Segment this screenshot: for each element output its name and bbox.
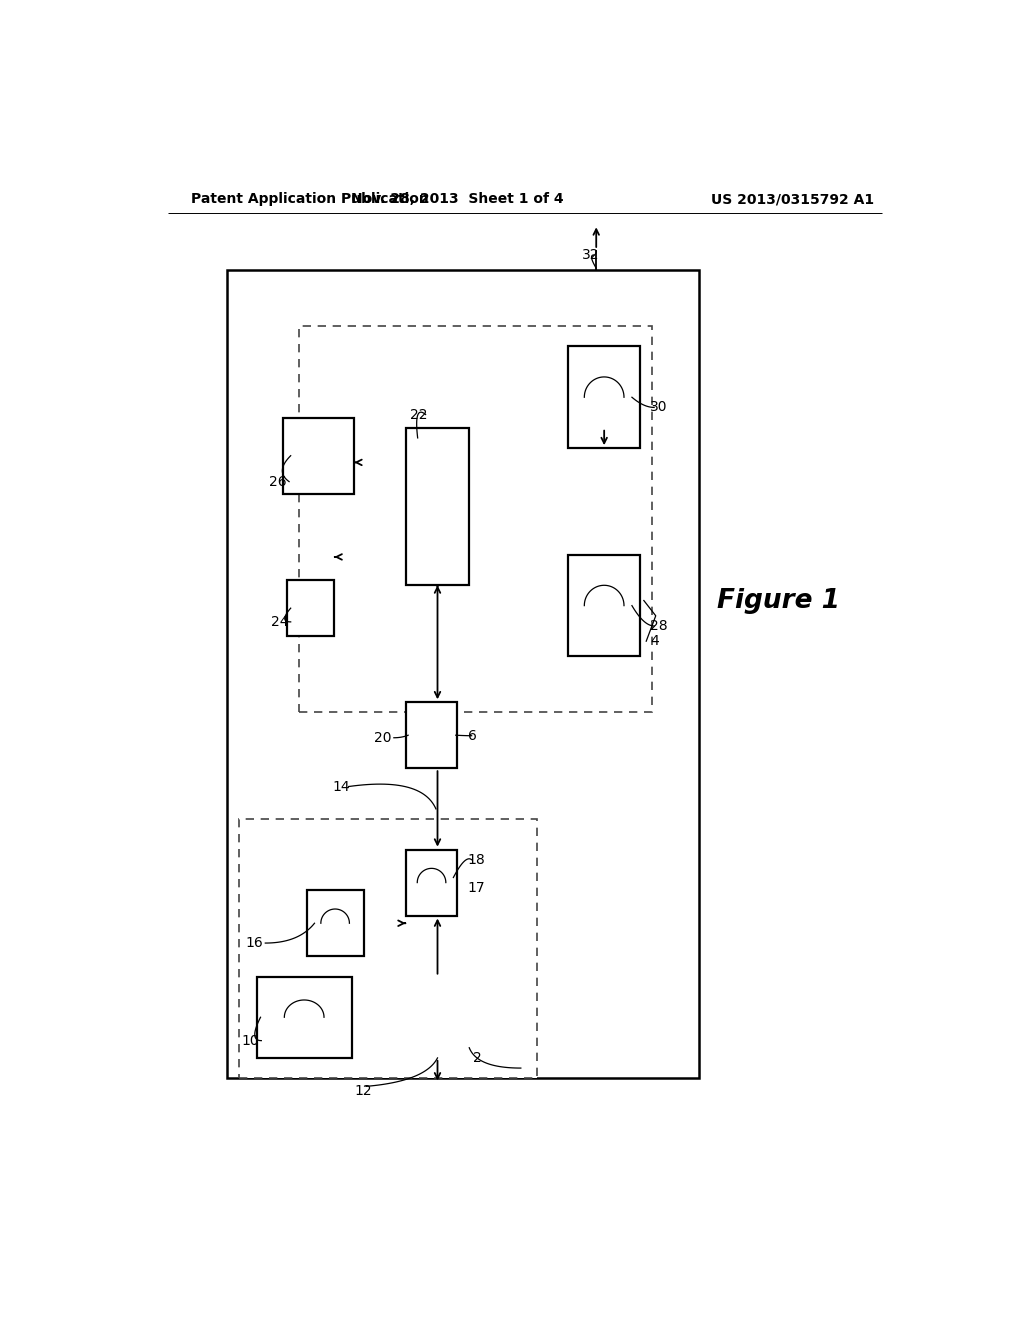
Text: 2: 2 [473, 1051, 482, 1065]
Text: 30: 30 [650, 400, 668, 414]
Bar [406, 850, 458, 916]
Text: 6: 6 [468, 729, 476, 743]
Text: 32: 32 [582, 248, 599, 261]
Bar [257, 977, 352, 1057]
Bar [406, 702, 458, 768]
Text: 22: 22 [410, 408, 427, 421]
Text: 20: 20 [374, 731, 391, 744]
Text: US 2013/0315792 A1: US 2013/0315792 A1 [712, 191, 874, 206]
Bar [240, 818, 537, 1078]
Text: 14: 14 [333, 780, 350, 793]
Text: 24: 24 [270, 615, 289, 628]
Text: 18: 18 [468, 853, 485, 867]
Text: Patent Application Publication: Patent Application Publication [191, 191, 429, 206]
Text: 26: 26 [269, 475, 287, 488]
Text: 28: 28 [650, 619, 668, 634]
Bar [568, 554, 640, 656]
Text: 4: 4 [650, 634, 658, 648]
Text: 16: 16 [246, 936, 263, 950]
Bar [568, 346, 640, 447]
Text: 17: 17 [468, 882, 485, 895]
Bar [406, 428, 469, 585]
Text: Figure 1: Figure 1 [717, 587, 841, 614]
Text: Nov. 28, 2013  Sheet 1 of 4: Nov. 28, 2013 Sheet 1 of 4 [351, 191, 563, 206]
Bar [299, 326, 652, 713]
Bar [287, 581, 334, 636]
Bar [283, 417, 354, 494]
Bar [306, 890, 364, 956]
Text: 10: 10 [242, 1034, 259, 1048]
Text: 12: 12 [354, 1085, 372, 1098]
Bar [227, 271, 699, 1078]
